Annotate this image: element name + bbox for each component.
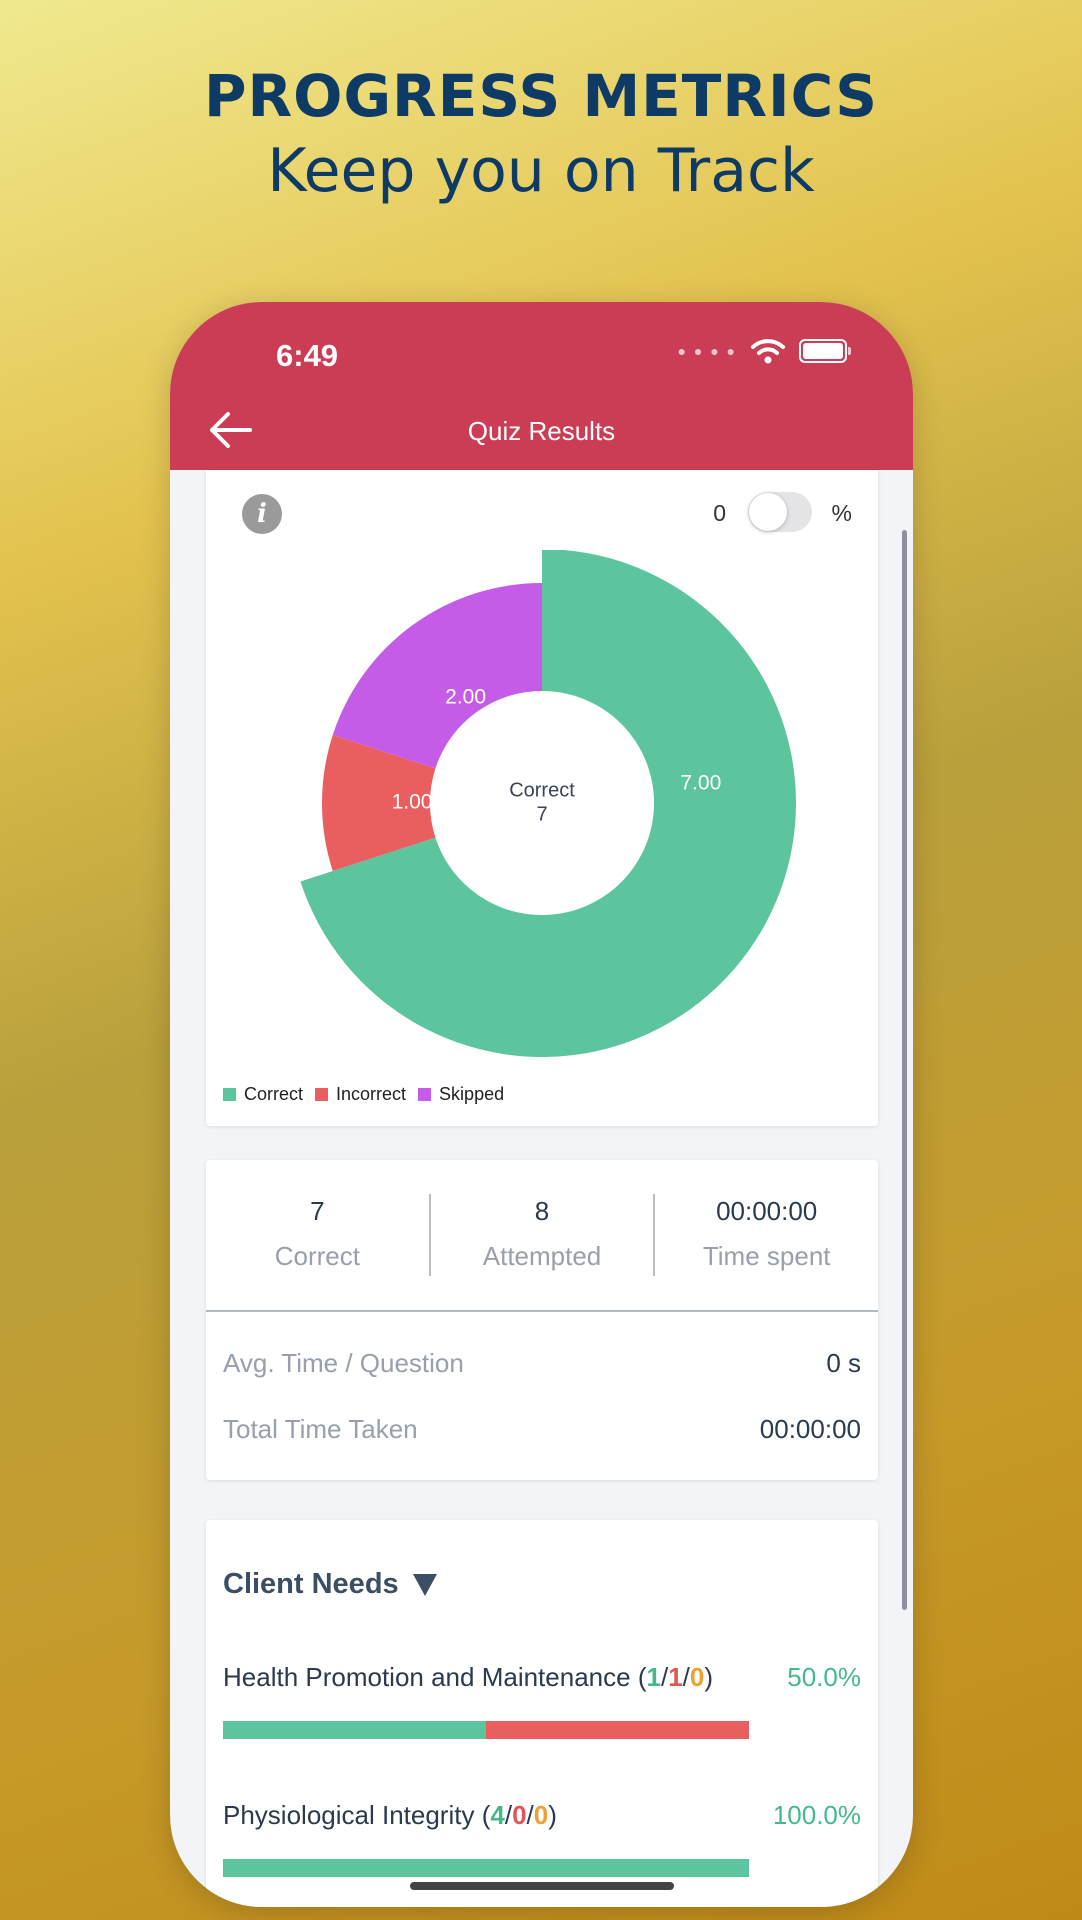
status-icons: ● ● ● ● [677, 338, 851, 364]
client-needs-header[interactable]: Client Needs [223, 1568, 437, 1601]
stats-row: 7 Correct 8 Attempted 00:00:00 Time spen… [206, 1160, 878, 1310]
divider [428, 1194, 431, 1276]
avg-time-label: Avg. Time / Question [223, 1348, 464, 1378]
battery-icon [799, 339, 851, 363]
total-time-value: 00:00:00 [759, 1414, 861, 1444]
avg-time-row: Avg. Time / Question 0 s [223, 1348, 861, 1379]
headline-subtitle: Keep you on Track [267, 136, 815, 206]
legend-item-incorrect[interactable]: Incorrect [315, 1084, 406, 1105]
slice-label: 7.00 [680, 771, 721, 794]
scrollbar[interactable] [902, 530, 907, 1610]
chart-card: i 0 % 7.00 1.00 2.00 Correct 7 Correct Incorr… [206, 470, 878, 1126]
bar-incorrect-segment [486, 1721, 749, 1739]
legend-swatch [315, 1088, 329, 1101]
stat-attempted: 8 Attempted [431, 1160, 654, 1310]
stat-label: Time spent [702, 1241, 831, 1271]
legend-swatch [418, 1088, 432, 1101]
category-percent: 50.0% [787, 1662, 861, 1692]
stat-label: Correct [274, 1241, 360, 1271]
category-percent: 100.0% [772, 1800, 861, 1830]
percent-toggle[interactable] [748, 492, 812, 532]
info-icon[interactable]: i [242, 494, 282, 534]
slice-label: 1.00 [392, 791, 433, 814]
category-name: Health Promotion and Maintenance (1/1/0) [223, 1662, 714, 1692]
legend-label: Skipped [439, 1084, 505, 1104]
divider [653, 1194, 656, 1276]
legend-swatch [223, 1088, 236, 1101]
bar-correct-segment [223, 1859, 749, 1877]
total-time-label: Total Time Taken [223, 1414, 418, 1444]
headline-title: PROGRESS METRICS [203, 62, 879, 130]
divider [206, 1310, 878, 1312]
stat-correct: 7 Correct [206, 1160, 429, 1310]
toggle-count-label: 0 [713, 500, 726, 526]
stat-value: 8 [534, 1196, 550, 1226]
slice-label: 2.00 [445, 685, 486, 708]
client-needs-card: Client Needs Health Promotion and Mainte… [206, 1520, 878, 1907]
center-label: Correct [509, 779, 575, 801]
legend-label: Incorrect [336, 1084, 407, 1104]
dropdown-triangle-icon[interactable] [412, 1573, 437, 1596]
center-hole [442, 703, 642, 903]
category-progress-bar [223, 1721, 749, 1739]
stat-value: 00:00:00 [716, 1196, 818, 1226]
phone-frame: 6:49 ● ● ● ● Quiz Results i 0 % 7.00 1.00… [170, 302, 913, 1907]
chart-legend: Correct Incorrect Skipped [223, 1084, 504, 1105]
legend-label: Correct [244, 1084, 304, 1104]
stat-value: 7 [310, 1196, 325, 1226]
wifi-icon [751, 339, 785, 364]
signal-dots-icon: ● ● ● ● [677, 343, 737, 359]
avg-time-value: 0 s [826, 1348, 861, 1378]
back-arrow-icon[interactable] [208, 410, 254, 450]
category-name: Physiological Integrity (4/0/0) [223, 1800, 557, 1830]
stat-label: Attempted [482, 1241, 602, 1271]
client-needs-title: Client Needs [223, 1568, 399, 1600]
center-value: 7 [536, 803, 547, 825]
slice-skipped[interactable] [332, 583, 542, 769]
status-time: 6:49 [276, 338, 339, 373]
app-bar: 6:49 ● ● ● ● Quiz Results [170, 302, 913, 470]
legend-item-skipped[interactable]: Skipped [418, 1084, 504, 1105]
summary-card: 7 Correct 8 Attempted 00:00:00 Time spen… [206, 1160, 878, 1480]
toggle-knob[interactable] [749, 493, 787, 531]
legend-item-correct[interactable]: Correct [223, 1084, 303, 1105]
home-indicator[interactable] [410, 1882, 674, 1890]
stat-time-spent: 00:00:00 Time spent [655, 1160, 878, 1310]
toggle-percent-label: % [831, 500, 852, 526]
category-item: Physiological Integrity (4/0/0) 100.0% [223, 1800, 861, 1877]
total-time-row: Total Time Taken 00:00:00 [223, 1414, 861, 1445]
slice-incorrect[interactable] [322, 735, 436, 871]
category-item: Health Promotion and Maintenance (1/1/0)… [223, 1662, 861, 1739]
slice-correct[interactable] [300, 550, 796, 1057]
page-title: Quiz Results [467, 416, 616, 446]
category-progress-bar [223, 1859, 749, 1877]
bar-correct-segment [223, 1721, 486, 1739]
